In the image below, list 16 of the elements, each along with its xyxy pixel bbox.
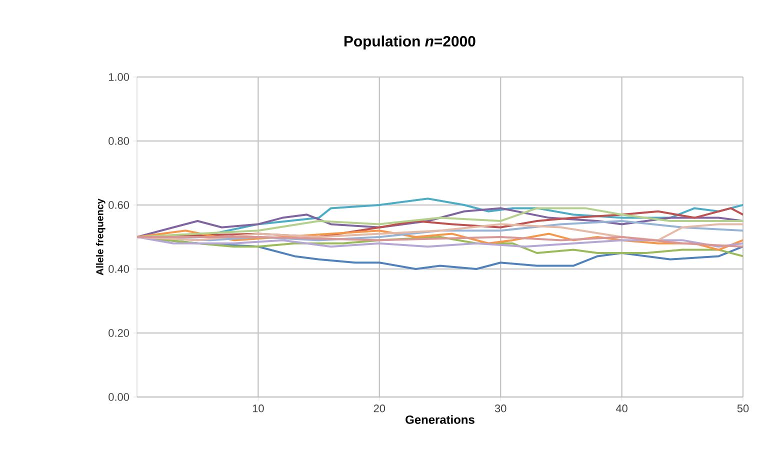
y-tick-label: 1.00	[108, 73, 130, 81]
x-axis-title: Generations	[406, 415, 474, 424]
x-tick-label: 10	[252, 404, 264, 412]
y-axis-title: Allele frequency	[96, 198, 106, 276]
y-tick-label: 0.80	[108, 137, 130, 145]
y-tick-label: 0.20	[108, 329, 130, 337]
x-tick-label: 50	[737, 404, 749, 412]
y-tick-label: 0.00	[108, 393, 130, 401]
x-tick-label: 40	[616, 404, 628, 412]
chart-title: Population n=2000	[344, 36, 476, 50]
x-tick-label: 30	[494, 404, 506, 412]
y-tick-label: 0.40	[108, 265, 130, 273]
x-tick-label: 20	[374, 404, 386, 412]
line-series	[137, 230, 744, 251]
y-tick-label: 0.60	[108, 201, 130, 209]
line-series	[137, 207, 744, 238]
